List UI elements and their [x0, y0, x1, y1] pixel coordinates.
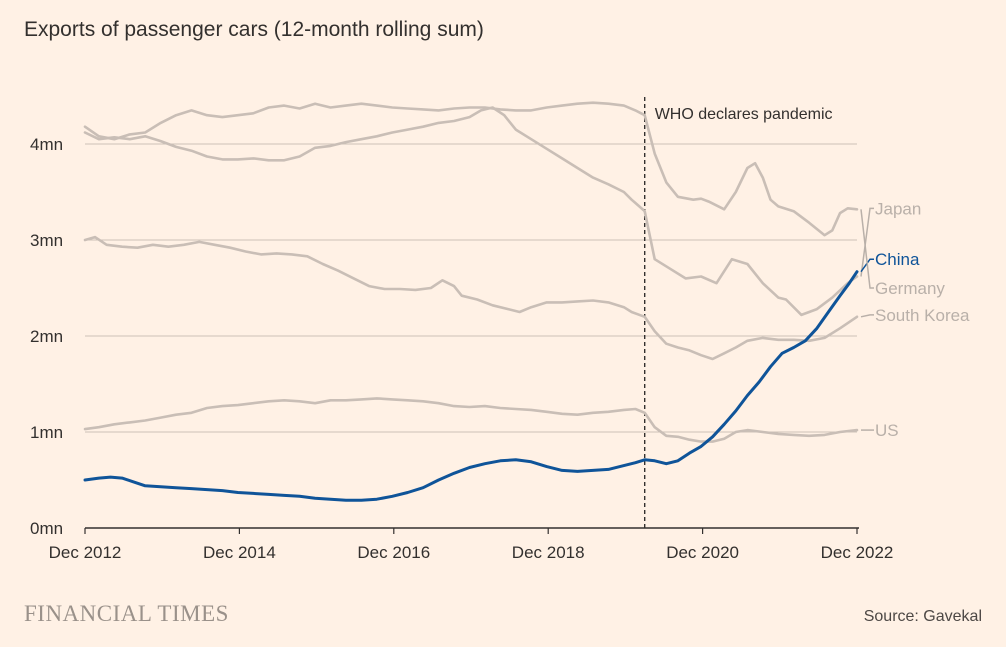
y-tick-label: 2mn [30, 327, 63, 346]
brand-logo: FINANCIAL TIMES [24, 601, 229, 626]
series-label-germany: Germany [875, 279, 945, 298]
chart-title: Exports of passenger cars (12-month roll… [24, 18, 484, 41]
y-tick-label: 3mn [30, 231, 63, 250]
x-tick-label: Dec 2016 [357, 543, 430, 562]
series-label-japan: Japan [875, 199, 921, 218]
label-connector-china [860, 258, 874, 273]
y-axis-ticks: 0mn 1mn 2mn 3mn 4mn [30, 135, 63, 538]
pandemic-annotation-label: WHO declares pandemic [655, 106, 833, 123]
x-tick-label: Dec 2014 [203, 543, 276, 562]
label-connector-japan [860, 207, 874, 277]
series-labels: Japan China Germany South Korea US [860, 199, 970, 440]
x-axis: Dec 2012 Dec 2014 Dec 2016 Dec 2018 Dec 2020… [49, 527, 894, 562]
pandemic-annotation: WHO declares pandemic [644, 97, 833, 528]
y-tick-label: 0mn [30, 519, 63, 538]
x-tick-label: Dec 2012 [49, 543, 122, 562]
x-tick-label: Dec 2018 [512, 543, 585, 562]
label-connector-south-korea [860, 314, 874, 318]
x-tick-label: Dec 2020 [666, 543, 739, 562]
label-connector-germany [860, 209, 874, 289]
series-label-us: US [875, 421, 899, 440]
series-label-south-korea: South Korea [875, 306, 970, 325]
series-line-japan [83, 106, 859, 317]
series-label-china: China [875, 250, 920, 269]
source-note: Source: Gavekal [863, 608, 982, 625]
series-line-germany [83, 101, 859, 237]
series-line-china [83, 270, 859, 502]
y-tick-label: 1mn [30, 423, 63, 442]
series-lines [83, 101, 859, 502]
y-tick-label: 4mn [30, 135, 63, 154]
series-line-south-korea [83, 235, 859, 361]
gridlines [85, 143, 857, 433]
x-tick-label: Dec 2022 [821, 543, 894, 562]
series-line-us [83, 397, 859, 443]
